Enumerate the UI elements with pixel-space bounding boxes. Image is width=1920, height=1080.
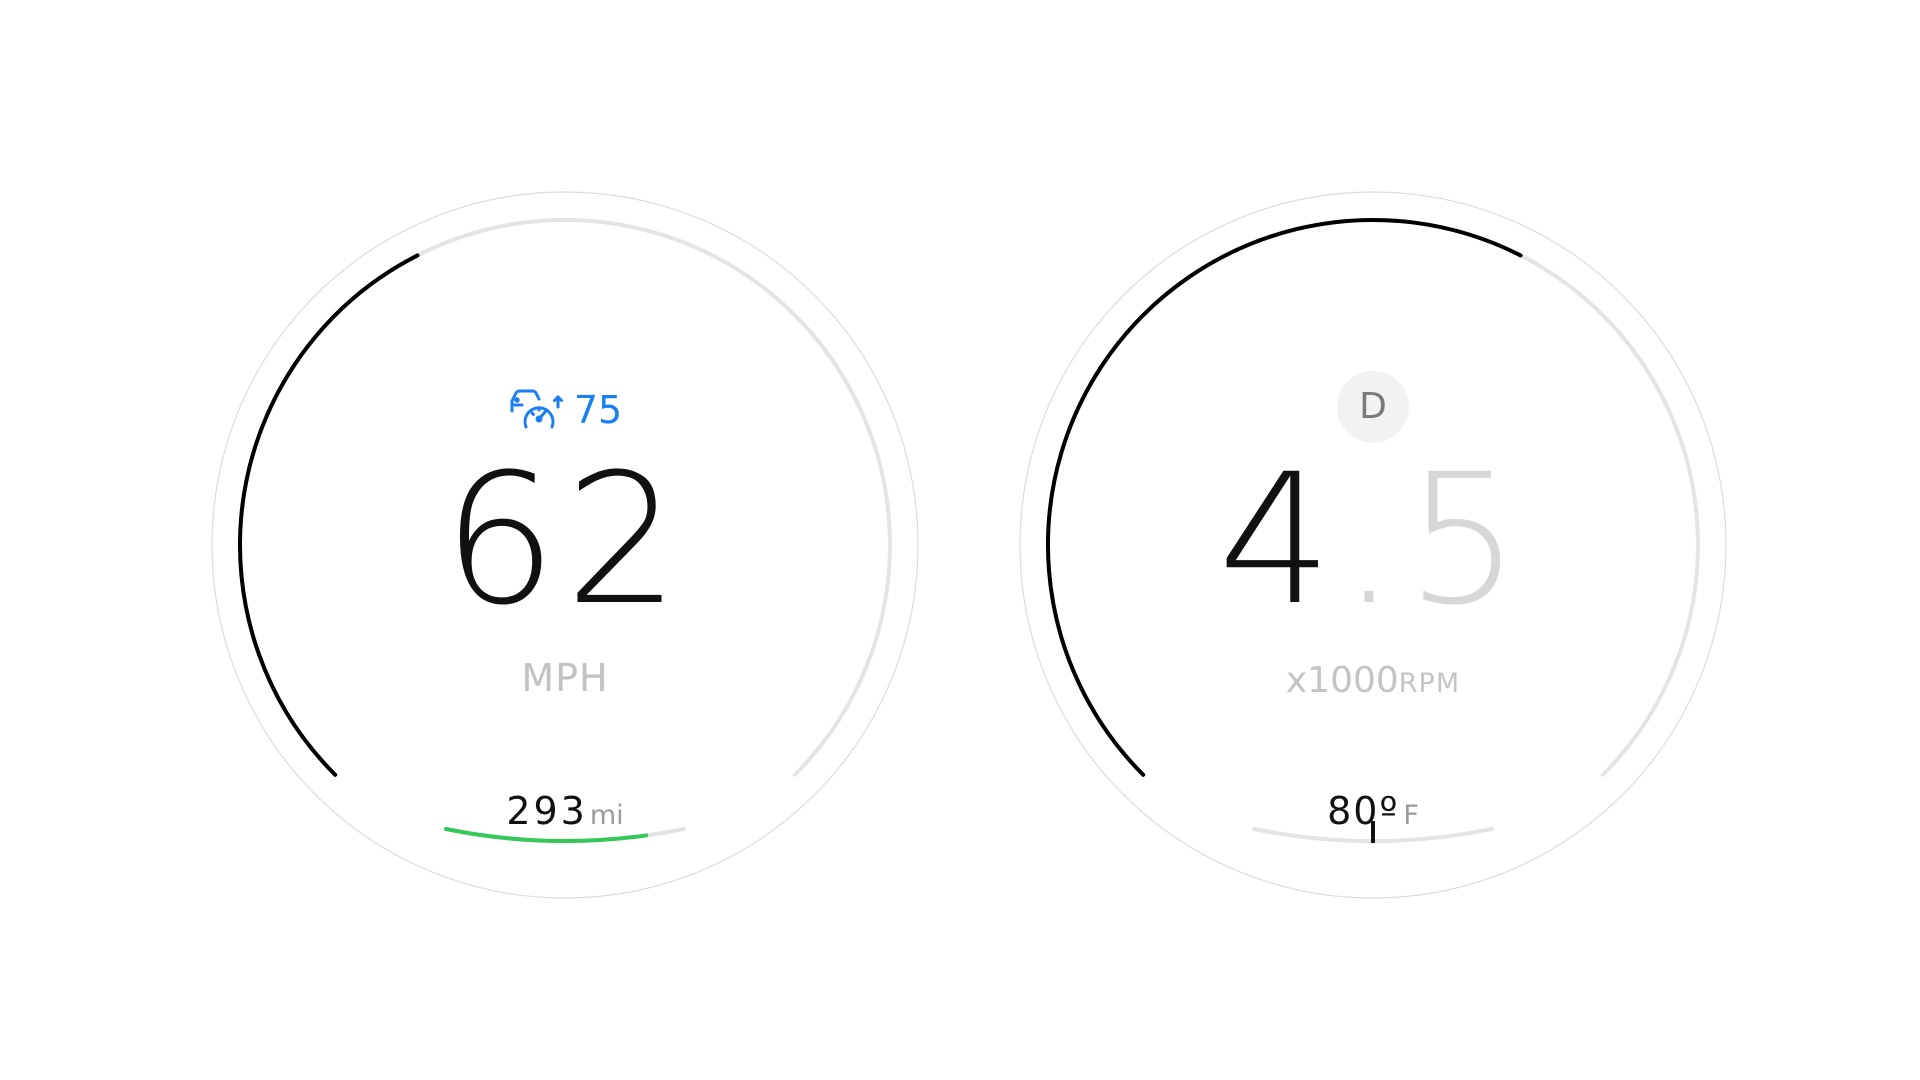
rpm-value: 4.5 — [1019, 446, 1727, 636]
speed-value: 62 — [442, 436, 688, 645]
range-value: 293 — [506, 789, 588, 833]
range-unit: mi — [589, 800, 624, 831]
speedometer-bezel — [211, 191, 919, 899]
rpm-integer: 4 — [1217, 436, 1341, 645]
cruise-set-speed: 75 — [573, 388, 623, 432]
temperature-unit: F — [1403, 800, 1419, 831]
rpm-decimal-point: . — [1340, 436, 1406, 645]
rpm-unit: x1000RPM — [1019, 659, 1727, 706]
tachometer-bezel — [1019, 191, 1727, 899]
gear-indicator: D — [1337, 371, 1409, 443]
temperature-readout: 80º F — [1019, 789, 1727, 833]
range-arc-fill — [444, 827, 649, 843]
speed-arc-fill — [237, 253, 420, 777]
speed-unit: MPH — [521, 656, 609, 700]
speedometer-dial — [211, 191, 919, 899]
temperature-value: 80º — [1327, 789, 1400, 833]
rpm-fraction: 5 — [1405, 436, 1529, 645]
tachometer-gauge: D 4.5 x1000RPM 80º F — [1019, 191, 1727, 899]
rpm-unit-suffix: RPM — [1398, 668, 1461, 699]
speedometer-gauge: 75 62 MPH 293mi — [211, 191, 919, 899]
tachometer-dial — [1019, 191, 1727, 899]
rpm-arc-fill — [1046, 218, 1523, 777]
cruise-control-icon — [510, 389, 563, 429]
rpm-unit-prefix: x1000 — [1285, 660, 1399, 701]
range-readout: 293mi — [211, 789, 919, 833]
cruise-control-indicator: 75 — [211, 383, 919, 437]
